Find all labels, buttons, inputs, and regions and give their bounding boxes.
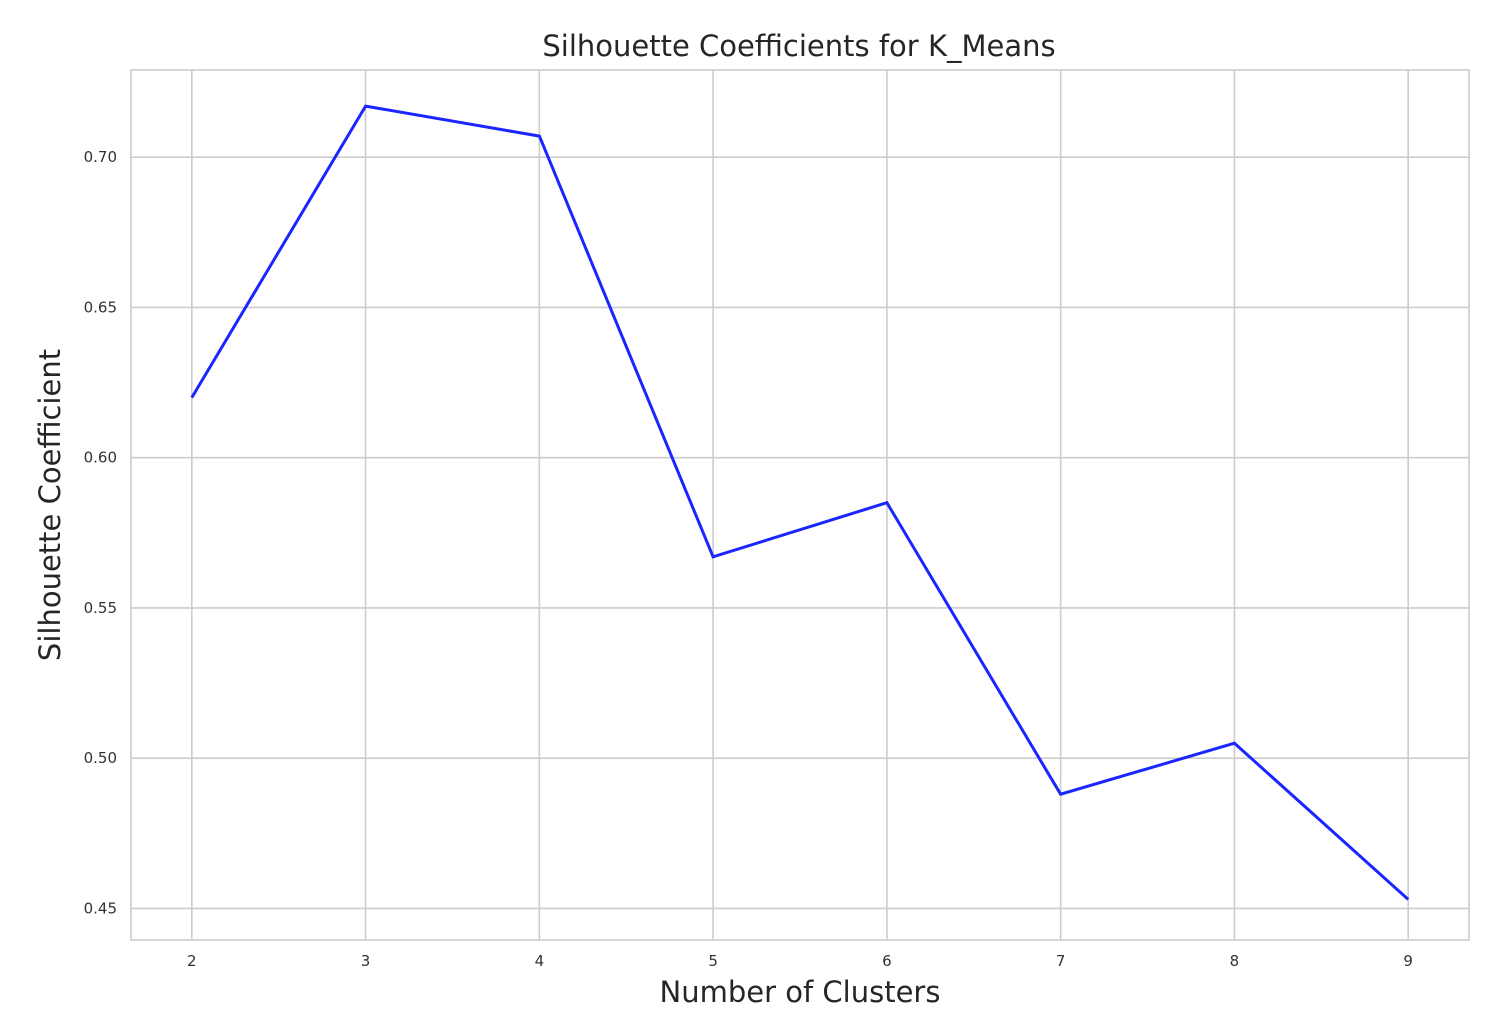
y-tick-label: 0.65 [84, 298, 117, 316]
x-gridlines [191, 70, 1409, 940]
x-axis-title: Number of Clusters [660, 975, 941, 1009]
y-tick-label: 0.60 [84, 449, 117, 467]
y-tick-labels: 0.45 0.50 0.55 0.60 0.65 0.70 [84, 148, 117, 917]
y-tick-label: 0.55 [84, 599, 117, 617]
x-tick-label: 4 [535, 952, 545, 970]
series-line [190, 104, 1410, 901]
y-tick-label: 0.50 [84, 749, 117, 767]
x-tick-label: 6 [882, 952, 892, 970]
x-tick-label: 2 [187, 952, 197, 970]
chart-title: Silhouette Coefficients for K_Means [542, 29, 1055, 63]
y-tick-label: 0.70 [84, 148, 117, 166]
y-axis-title: Silhouette Coefficient [33, 349, 67, 661]
x-tick-label: 8 [1230, 952, 1240, 970]
x-tick-label: 5 [708, 952, 718, 970]
plot-area-frame [130, 69, 1470, 941]
y-tick-label: 0.45 [84, 899, 117, 917]
x-tick-label: 9 [1403, 952, 1413, 970]
y-gridlines [131, 156, 1469, 910]
x-tick-label: 3 [361, 952, 371, 970]
x-tick-labels: 2 3 4 5 6 7 8 9 [187, 952, 1413, 970]
series-layer [190, 104, 1410, 901]
x-tick-label: 7 [1056, 952, 1066, 970]
